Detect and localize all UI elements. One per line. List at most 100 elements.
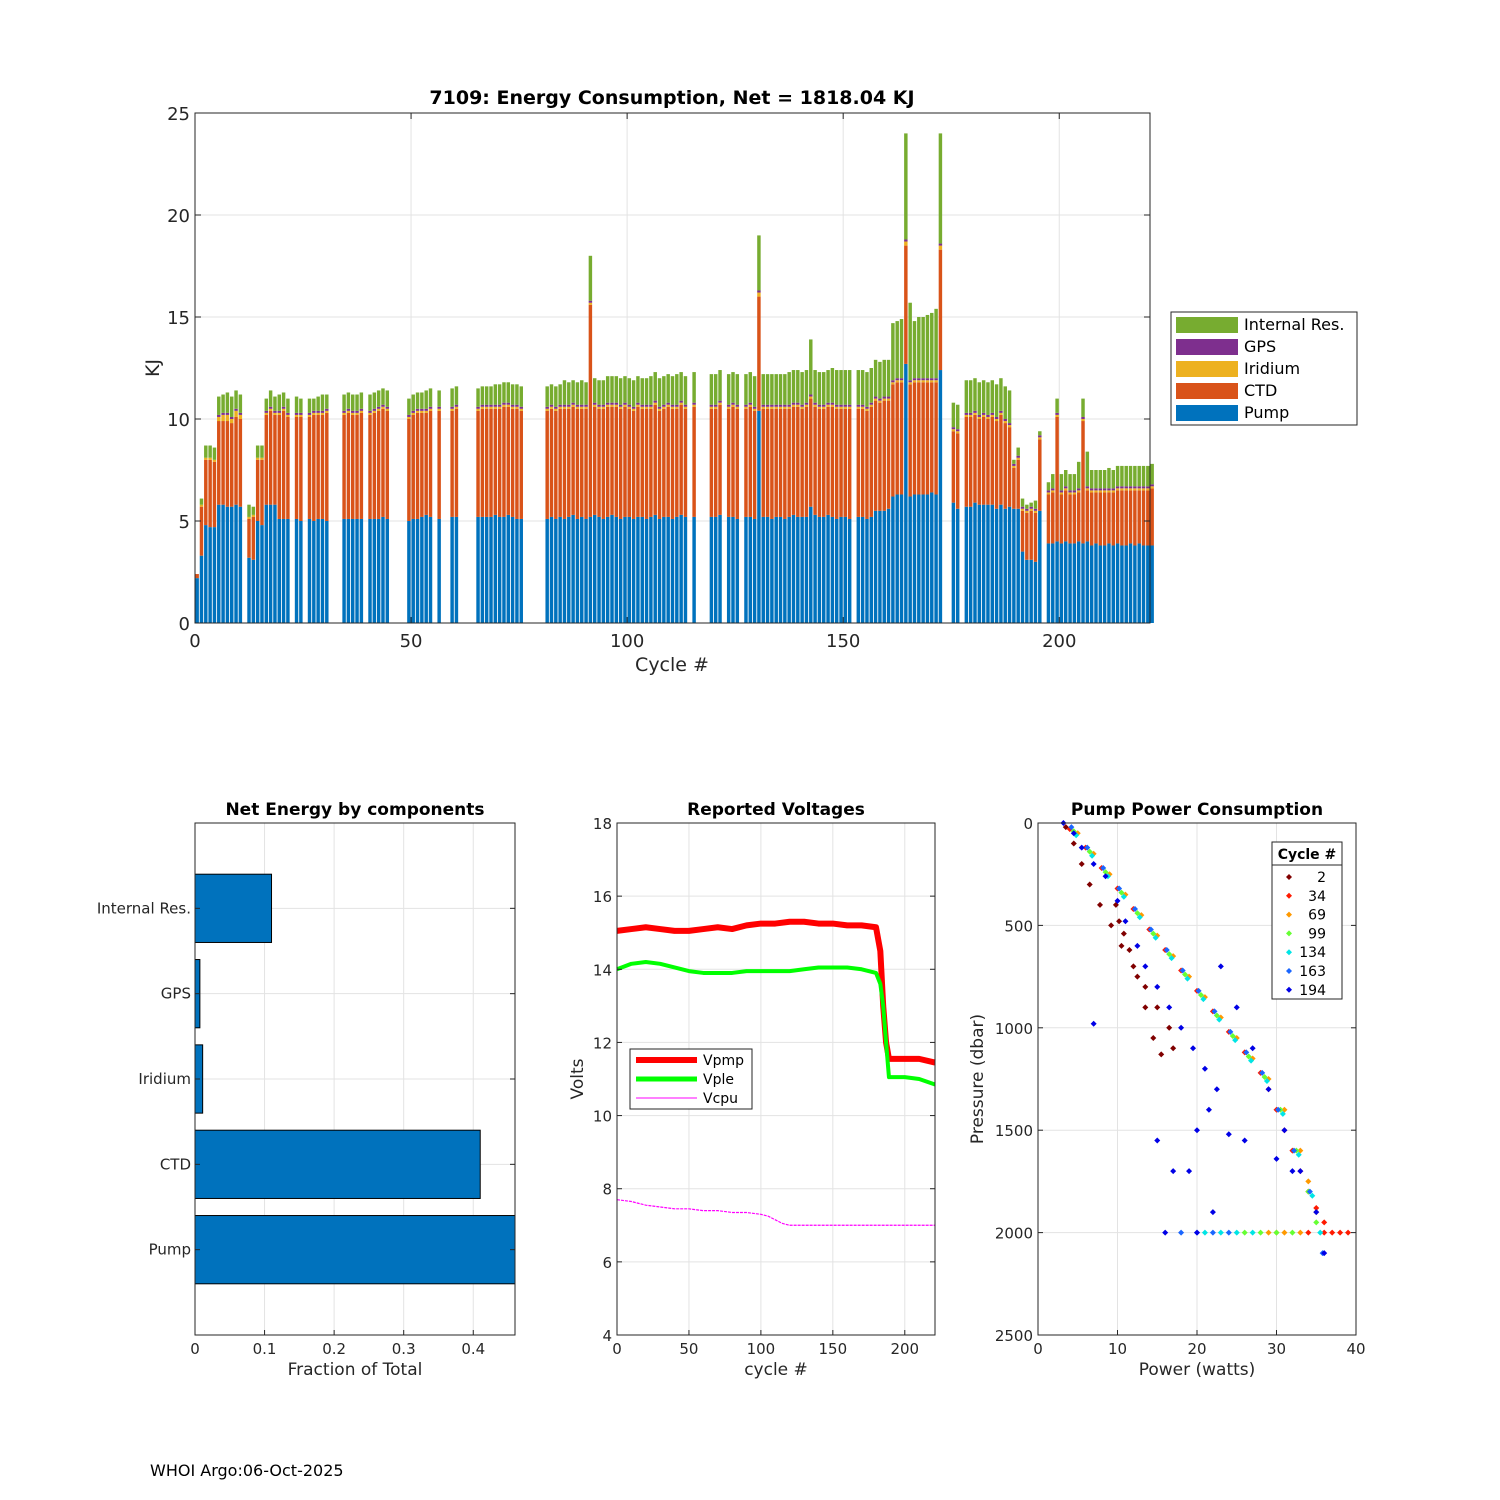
- pump-point-cycle-69: [1297, 1229, 1304, 1236]
- pump-point-cycle-163: [1259, 1069, 1266, 1076]
- bar-segment-ctd: [1038, 439, 1042, 511]
- pump-point-cycle-34: [1321, 1229, 1328, 1236]
- bar-segment-ctd: [562, 408, 567, 519]
- bar-segment-iridium: [1107, 490, 1111, 493]
- bar-segment-pump: [454, 516, 459, 623]
- bar-segment-pump: [631, 518, 636, 623]
- bar-segment-ctd: [567, 408, 571, 517]
- bar-segment-iridium: [571, 404, 575, 407]
- bar-segment-gps: [783, 404, 787, 407]
- pump-point-cycle-134: [1120, 893, 1127, 900]
- bar-segment-ctd: [519, 410, 523, 519]
- bar-segment-internal-res: [277, 394, 281, 411]
- bar-segment-pump: [342, 518, 346, 623]
- pump-point-cycle-134: [1279, 1110, 1286, 1117]
- bar-segment-gps: [277, 410, 281, 413]
- bar-segment-ctd: [385, 410, 390, 519]
- bar-segment-pump: [709, 516, 714, 623]
- bar-segment-pump: [804, 516, 809, 623]
- pump-point-cycle-194: [1313, 1209, 1320, 1216]
- bar-segment-pump: [428, 516, 433, 623]
- bar-segment-pump: [1137, 543, 1141, 623]
- bar-segment-pump: [679, 514, 683, 623]
- pump-point-cycle-2: [1166, 1024, 1173, 1031]
- bar-segment-internal-res: [480, 386, 485, 405]
- bar-segment-internal-res: [359, 392, 364, 409]
- pump-point-cycle-194: [1102, 873, 1109, 880]
- bar-segment-iridium: [917, 380, 921, 383]
- bar-segment-internal-res: [212, 447, 217, 460]
- bar-segment-iridium: [260, 457, 264, 460]
- bar-segment-pump: [744, 516, 748, 623]
- bar-segment-internal-res: [273, 396, 277, 411]
- bar-segment-ctd: [247, 518, 251, 558]
- bar-segment-iridium: [726, 406, 731, 409]
- bar-segment-internal-res: [744, 374, 748, 405]
- bar-segment-gps: [601, 404, 606, 407]
- bar-segment-ctd: [1025, 512, 1029, 560]
- bar-segment-internal-res: [1128, 465, 1133, 487]
- bar-segment-pump: [368, 518, 372, 623]
- bar-segment-pump: [238, 506, 243, 623]
- legend-label-vcpu: Vcpu: [703, 1091, 738, 1107]
- fraction-x-tick-label: 0: [190, 1340, 200, 1358]
- bar-segment-ctd: [346, 412, 351, 519]
- bar-segment-ctd: [415, 412, 420, 519]
- bar-segment-iridium: [955, 431, 960, 434]
- bar-segment-iridium: [735, 406, 740, 409]
- bar-segment-internal-res: [713, 374, 718, 405]
- bar-segment-gps: [610, 402, 614, 405]
- pump-power-consumption-chart: 0 10 20 30 40 0 500 1000 1500 2000 2500 Pump Power…: [968, 800, 1366, 1380]
- bar-segment-internal-res: [1124, 465, 1128, 487]
- bar-segment-internal-res: [1064, 470, 1068, 487]
- legend-label-vple: Vple: [703, 1072, 734, 1088]
- pump-legend-marker-69: [1286, 911, 1292, 918]
- pump-point-cycle-194: [1122, 918, 1129, 925]
- bar-segment-pump: [260, 525, 264, 623]
- bar-segment-iridium: [951, 429, 956, 432]
- bar-segment-ctd: [986, 419, 990, 505]
- bar-segment-gps: [515, 404, 519, 407]
- bar-segment-gps: [683, 404, 688, 407]
- bar-segment-pump: [437, 518, 441, 623]
- pump-legend-marker-194: [1286, 986, 1292, 993]
- energy-consumption-chart: 0 50 100 150 200 0 5 10 15 20 25 7109: Energy Cons…: [142, 87, 1358, 676]
- pump-y-tick-label: 500: [1004, 917, 1033, 935]
- bar-segment-pump: [1072, 543, 1077, 623]
- bar-segment-gps: [847, 404, 852, 407]
- bar-segment-pump: [359, 518, 364, 623]
- bar-segment-pump: [796, 516, 800, 623]
- voltage-x-tick-label: 100: [747, 1340, 776, 1358]
- bar-segment-iridium: [873, 398, 878, 401]
- bar-segment-iridium: [510, 406, 515, 409]
- bar-segment-gps: [407, 414, 411, 417]
- bar-segment-ctd: [1007, 427, 1012, 507]
- bar-segment-gps: [264, 410, 269, 413]
- bar-segment-internal-res: [1115, 465, 1120, 487]
- bar-segment-internal-res: [580, 380, 584, 405]
- bar-segment-internal-res: [675, 374, 679, 405]
- bar-segment-gps: [774, 404, 778, 407]
- bar-segment-iridium: [878, 400, 882, 403]
- bar-segment-iridium: [692, 404, 696, 407]
- pump-point-cycle-69: [1281, 1229, 1288, 1236]
- pump-point-cycle-163: [1290, 1147, 1297, 1154]
- bar-segment-iridium: [1137, 488, 1141, 491]
- bar-segment-ctd: [264, 414, 269, 505]
- bar-segment-gps: [493, 404, 498, 407]
- pump-point-cycle-194: [1281, 1127, 1288, 1134]
- legend-label-ctd: CTD: [1244, 381, 1277, 400]
- bar-segment-gps: [925, 378, 930, 381]
- main-axes-box: [194, 112, 1151, 624]
- pump-point-cycle-194: [1217, 963, 1224, 970]
- pump-x-tick-label: 40: [1346, 1340, 1365, 1358]
- bar-segment-pump: [592, 514, 597, 623]
- bar-segment-iridium: [1115, 488, 1120, 491]
- bar-segment-internal-res: [1038, 431, 1042, 436]
- bar-segment-ctd: [480, 408, 485, 517]
- bar-segment-gps: [912, 378, 917, 381]
- bar-segment-iridium: [748, 404, 753, 407]
- bar-segment-internal-res: [312, 398, 316, 411]
- bar-segment-internal-res: [847, 370, 852, 405]
- bar-segment-ctd: [631, 410, 636, 519]
